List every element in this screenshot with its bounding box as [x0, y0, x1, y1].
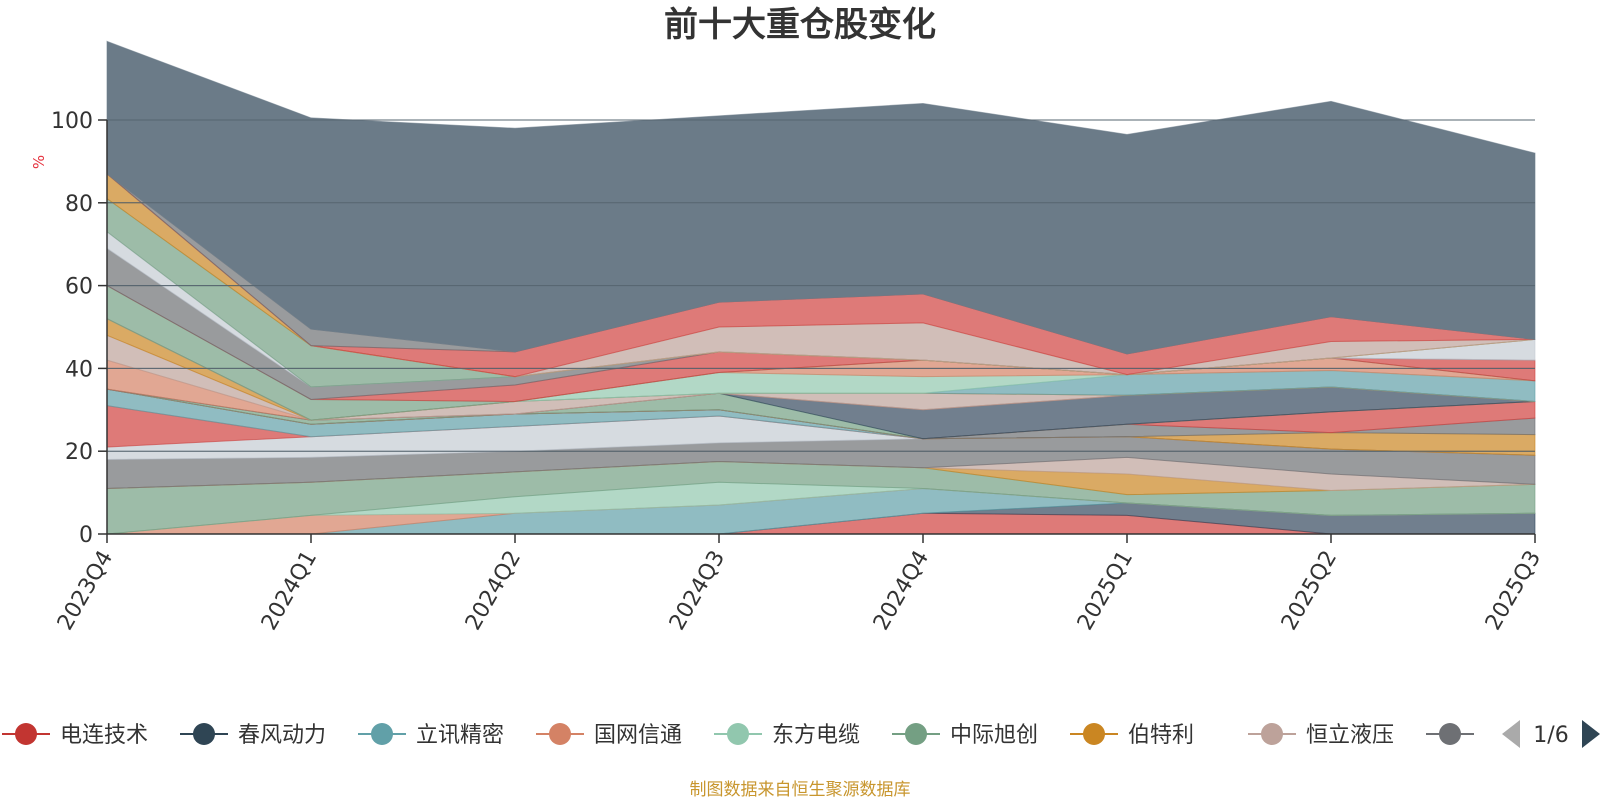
- legend-prev-arrow-icon[interactable]: [1502, 720, 1520, 748]
- x-tick-label: 2024Q3: [665, 547, 730, 635]
- legend-item[interactable]: 国网信通: [536, 723, 682, 748]
- legend-marker: [1439, 723, 1461, 745]
- y-tick-label: 100: [51, 109, 93, 134]
- legend-item[interactable]: 东方电缆: [714, 723, 860, 748]
- legend-label: 电连技术: [60, 723, 148, 748]
- legend-label: 东方电缆: [772, 723, 860, 748]
- legend-marker: [727, 723, 749, 745]
- y-tick-label: 60: [65, 275, 93, 300]
- x-tick-label: 2024Q4: [869, 547, 934, 635]
- legend-items: 电连技术 春风动力 立讯精密 国网信通 东方电缆 中际旭创 伯特利 恒立液压 紫: [2, 723, 1506, 748]
- legend-label: 中际旭创: [950, 723, 1038, 748]
- legend-label: 立讯精密: [416, 723, 504, 748]
- source-note: 制图数据来自恒生聚源数据库: [690, 780, 911, 800]
- y-tick-label: 20: [65, 440, 93, 465]
- legend-marker: [905, 723, 927, 745]
- x-tick-label: 2024Q1: [257, 547, 322, 635]
- legend-label: 恒立液压: [1306, 723, 1394, 748]
- y-tick-label: 0: [79, 523, 93, 548]
- legend-item[interactable]: 中际旭创: [892, 723, 1038, 748]
- legend-page-indicator: 1/6: [1533, 723, 1568, 748]
- y-tick-label: 40: [65, 357, 93, 382]
- legend-pager: 1/6: [1502, 720, 1600, 748]
- legend-item[interactable]: 紫: [1426, 723, 1506, 748]
- legend-label: 国网信通: [594, 723, 682, 748]
- legend-item[interactable]: 电连技术: [2, 723, 148, 748]
- legend-item[interactable]: 立讯精密: [358, 723, 504, 748]
- legend-marker: [15, 723, 37, 745]
- chart-title: 前十大重仓股变化: [664, 5, 936, 45]
- x-tick-label: 2025Q3: [1481, 547, 1546, 635]
- legend-marker: [1083, 723, 1105, 745]
- legend-marker: [1261, 723, 1283, 745]
- legend-marker: [371, 723, 393, 745]
- x-tick-label: 2025Q1: [1073, 547, 1138, 635]
- area-series: [106, 40, 1536, 535]
- x-tick-label: 2024Q2: [461, 547, 526, 635]
- legend-marker: [549, 723, 571, 745]
- x-tick-label: 2023Q4: [53, 547, 118, 635]
- y-tick-label: 80: [65, 192, 93, 217]
- legend-next-arrow-icon[interactable]: [1582, 720, 1600, 748]
- legend-item[interactable]: 春风动力: [180, 723, 326, 748]
- legend-label: 伯特利: [1128, 723, 1194, 748]
- legend-item[interactable]: 恒立液压: [1248, 723, 1394, 748]
- legend: 电连技术 春风动力 立讯精密 国网信通 东方电缆 中际旭创 伯特利 恒立液压 紫 1/6: [2, 720, 1600, 748]
- legend-label: 春风动力: [238, 723, 326, 748]
- legend-marker: [193, 723, 215, 745]
- x-tick-label: 2025Q2: [1277, 547, 1342, 635]
- legend-label: 紫: [1484, 723, 1506, 748]
- y-axis-unit: %: [30, 155, 48, 169]
- legend-item[interactable]: 伯特利: [1070, 723, 1194, 748]
